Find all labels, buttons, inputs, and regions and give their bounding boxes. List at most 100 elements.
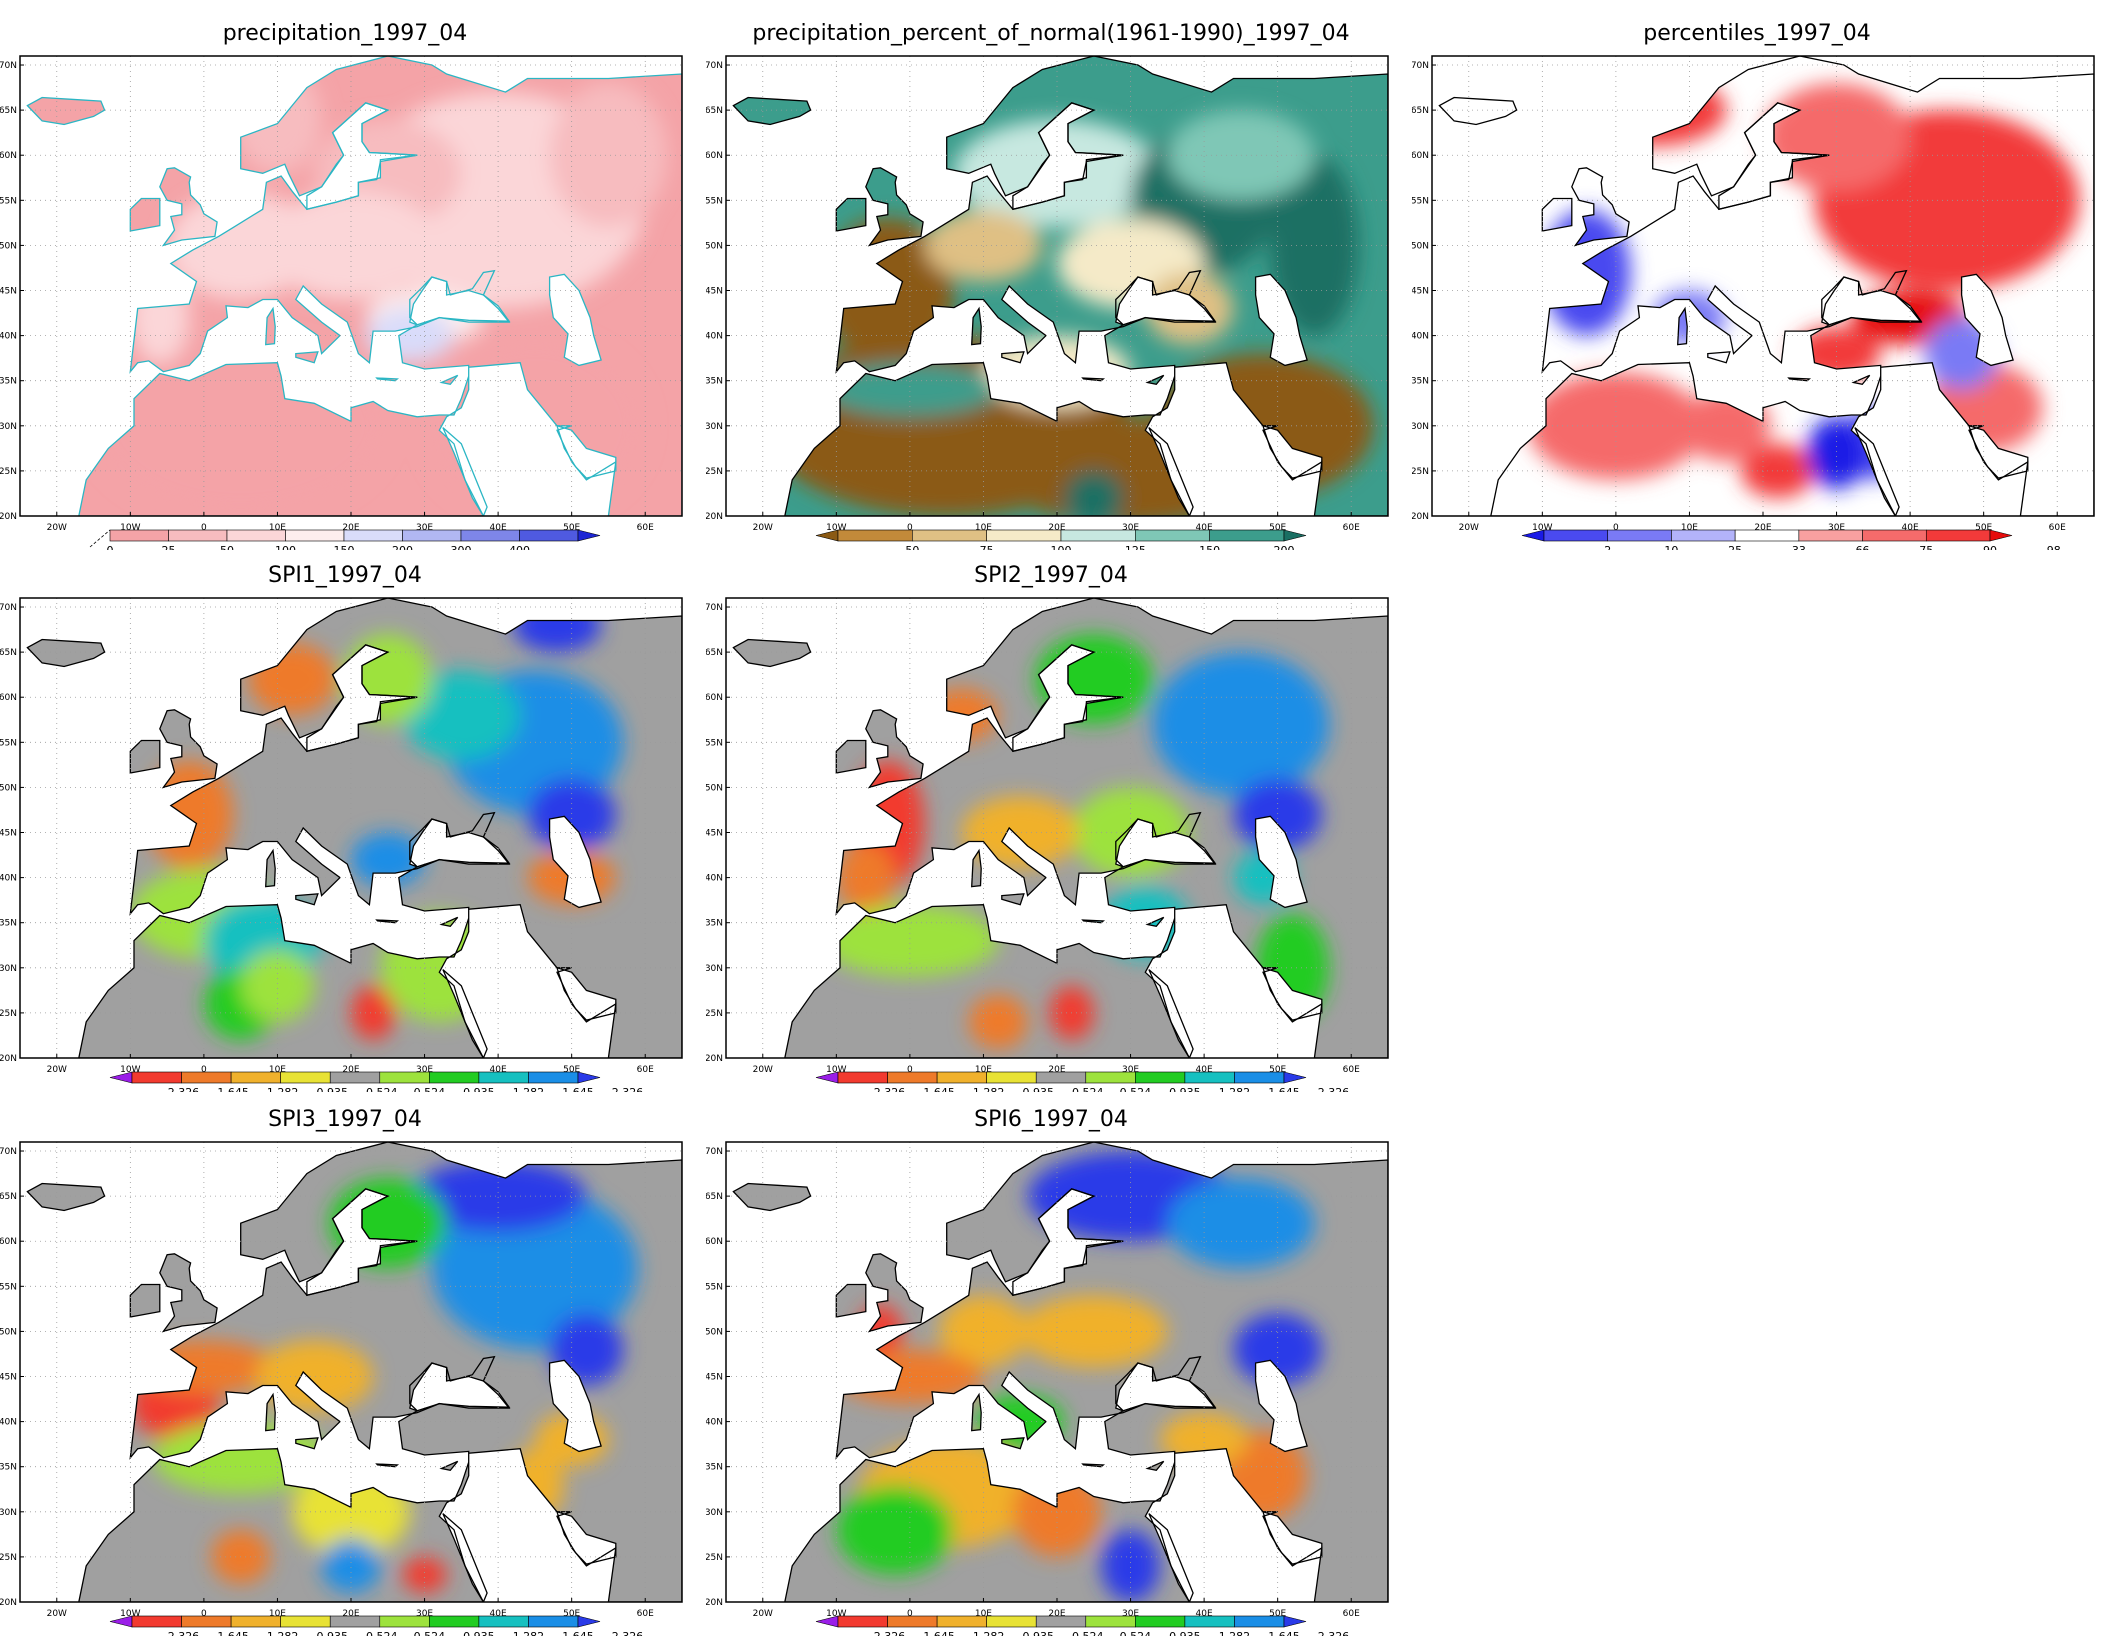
legend-arrow-right	[577, 1071, 601, 1084]
lon-label: 10W	[120, 1609, 140, 1619]
map-panel-spi3: SPI3_1997_04 70N 65N 60N 55N 50N 45N 40N 35N 30N 2…	[0, 1106, 690, 1636]
coastline	[1148, 427, 1194, 516]
coastline	[129, 1283, 161, 1318]
lat-label: 30N	[0, 1508, 17, 1518]
legend-label: -0.524	[1068, 1086, 1103, 1092]
lat-label: 60N	[706, 693, 723, 703]
legend-label: 66	[1856, 544, 1870, 550]
inland-sea	[442, 969, 488, 1058]
lon-label: 50E	[563, 523, 580, 533]
map-svg: 70N 65N 60N 55N 50N 45N 40N 35N 30N 25N 20N 20W 10W 0…	[0, 55, 683, 550]
inland-sea	[557, 1511, 616, 1565]
inland-sea	[1148, 1513, 1194, 1602]
lon-label: 20W	[753, 1065, 773, 1075]
coastline	[1254, 815, 1308, 909]
lon-label: 10W	[120, 523, 140, 533]
legend-label: -1.645	[213, 1630, 248, 1636]
legend-swatch	[230, 1615, 281, 1628]
legend-swatch	[1184, 1615, 1235, 1628]
lat-label: 35N	[706, 1463, 723, 1473]
legend-swatch	[1543, 529, 1609, 542]
coastline	[306, 644, 418, 753]
legend-label: -0.935	[312, 1086, 347, 1092]
legend-label: 0.524	[414, 1086, 446, 1092]
legend-swatch	[181, 1071, 232, 1084]
lon-label: 10E	[269, 523, 286, 533]
lat-label: 60N	[0, 1237, 17, 1247]
lon-label: 30E	[416, 523, 433, 533]
field-contour	[402, 670, 521, 761]
lat-label: 65N	[0, 106, 17, 116]
inland-sea	[409, 1363, 510, 1411]
inland-sea	[1854, 427, 1900, 516]
lon-label: 20W	[753, 1609, 773, 1619]
inland-sea	[549, 816, 602, 908]
lon-label: 10W	[826, 1065, 846, 1075]
coastline	[442, 969, 488, 1058]
coastline	[159, 709, 218, 789]
lon-label: 10W	[1532, 523, 1552, 533]
lon-label: 20E	[1048, 1065, 1065, 1075]
lon-label: 60E	[637, 1065, 654, 1075]
lon-label: 30E	[1122, 1609, 1139, 1619]
legend-label: 125	[1125, 544, 1146, 550]
legend-label: 33	[1792, 544, 1806, 550]
coastline	[442, 1513, 488, 1602]
coastline	[548, 1359, 602, 1453]
coastline	[1115, 818, 1217, 868]
map-panel-percentiles: percentiles_1997_04 70N 65N 60N 55N 50N 45N 40N…	[1412, 20, 2102, 550]
lat-label: 55N	[0, 738, 17, 748]
legend-label: 0	[107, 544, 114, 550]
lon-label: 60E	[2049, 523, 2066, 533]
lon-label: 40E	[1196, 523, 1213, 533]
legend-label: -1.645	[213, 1086, 248, 1092]
legend-label: -2.326	[164, 1086, 199, 1092]
lon-label: 40E	[1902, 523, 1919, 533]
coastline	[439, 916, 459, 928]
lon-label: 10W	[826, 1609, 846, 1619]
field-contour	[939, 1295, 1028, 1368]
legend-label: 1.282	[1219, 1630, 1251, 1636]
lat-label: 20N	[706, 1598, 723, 1608]
legend-swatch	[460, 529, 520, 542]
map-svg: 70N 65N 60N 55N 50N 45N 40N 35N 30N 25N 20N 20W 10W 0…	[706, 55, 1389, 550]
lat-label: 60N	[1412, 151, 1429, 161]
inland-sea	[549, 1360, 602, 1452]
legend-label: 10	[1664, 544, 1678, 550]
legend-swatch	[1671, 529, 1736, 542]
panel-title: SPI1_1997_04	[268, 563, 422, 588]
legend-swatch	[986, 1071, 1037, 1084]
legend-swatch	[1135, 1615, 1186, 1628]
legend-label: 2.326	[612, 1086, 644, 1092]
lon-label: 50E	[563, 1065, 580, 1075]
lat-label: 50N	[706, 1327, 723, 1337]
lat-label: 30N	[0, 964, 17, 974]
legend-swatch	[1135, 529, 1210, 542]
lat-label: 50N	[0, 783, 17, 793]
lat-label: 40N	[0, 874, 17, 884]
legend-swatch	[429, 1615, 480, 1628]
lon-label: 30E	[1122, 523, 1139, 533]
legend-swatch	[837, 529, 913, 542]
coastline	[1571, 167, 1630, 247]
map-panel-spi6: SPI6_1997_04 70N 65N 60N 55N 50N 45N 40N 35N 30N 2…	[706, 1106, 1396, 1636]
legend-label: 0.524	[414, 1630, 446, 1636]
lat-label: 55N	[0, 1282, 17, 1292]
lon-label: 20E	[1048, 523, 1065, 533]
panel-title: SPI3_1997_04	[268, 1107, 422, 1132]
coastline	[1821, 276, 1923, 326]
lat-label: 65N	[706, 106, 723, 116]
lon-label: 20W	[753, 523, 773, 533]
legend-label: 0.935	[1169, 1086, 1201, 1092]
legend-arrow-right	[1989, 529, 2013, 542]
field-contour	[821, 362, 999, 417]
coastline	[1718, 102, 1830, 211]
lon-label: 20E	[342, 1065, 359, 1075]
lat-label: 35N	[706, 919, 723, 929]
lon-label: 10W	[826, 523, 846, 533]
coastline	[1851, 374, 1871, 386]
lon-label: 10E	[975, 1065, 992, 1075]
field-contour	[1101, 1529, 1160, 1602]
coastline	[306, 1188, 418, 1297]
coastline	[1001, 1437, 1025, 1450]
